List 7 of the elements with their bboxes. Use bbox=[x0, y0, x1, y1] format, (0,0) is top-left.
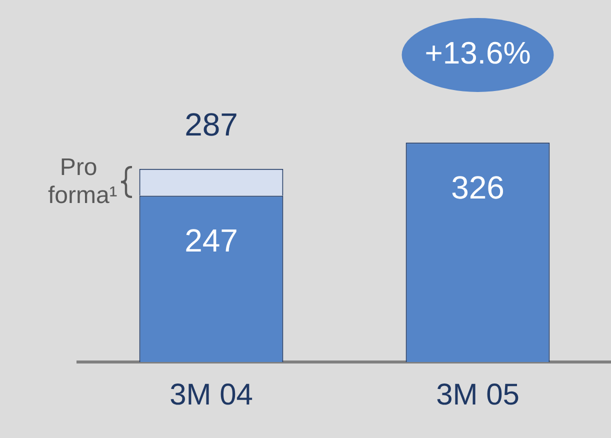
series-label: Pro forma¹ bbox=[48, 154, 118, 209]
text: +13.6% bbox=[424, 36, 531, 71]
x-tick-label: 3M 04 bbox=[170, 378, 253, 412]
data-label: 326 bbox=[451, 169, 504, 206]
x-tick-label: 3M 05 bbox=[436, 378, 520, 412]
total-label: 287 bbox=[184, 106, 238, 143]
data-label: 247 bbox=[184, 222, 238, 259]
